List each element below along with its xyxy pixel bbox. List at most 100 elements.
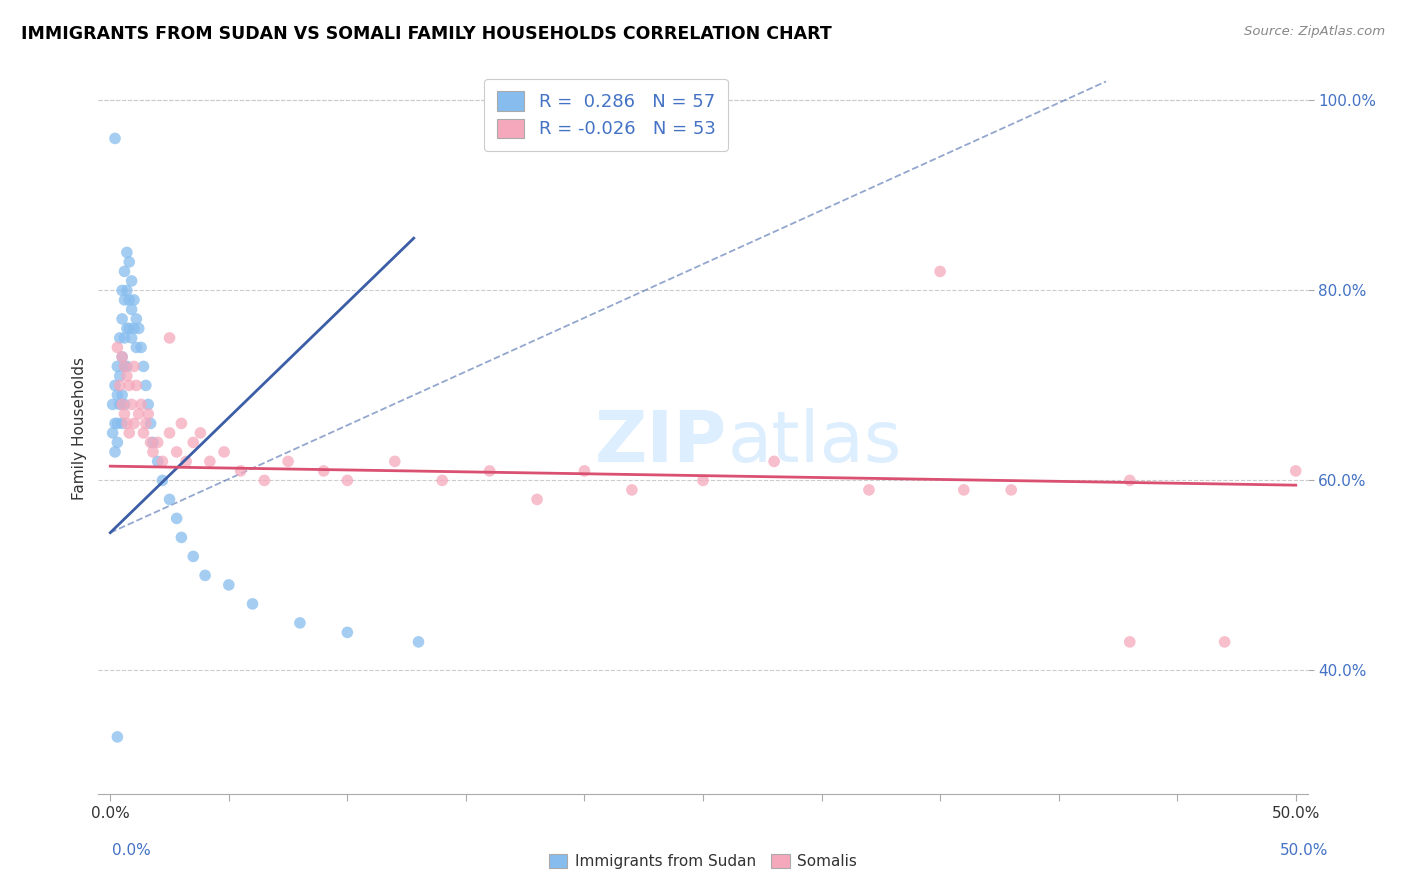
Point xyxy=(114,331,136,345)
Point xyxy=(142,435,165,450)
Point xyxy=(104,378,127,392)
Point xyxy=(218,578,240,592)
Point xyxy=(129,397,152,411)
Point xyxy=(108,331,131,345)
Point xyxy=(159,425,181,440)
Point xyxy=(111,312,134,326)
Point xyxy=(108,368,131,383)
Point xyxy=(115,359,138,374)
Point xyxy=(115,245,138,260)
Point xyxy=(229,464,252,478)
Point xyxy=(166,445,188,459)
Point xyxy=(114,264,136,278)
Point xyxy=(142,445,165,459)
Point xyxy=(152,454,174,468)
Point xyxy=(111,397,134,411)
Point xyxy=(114,397,136,411)
Text: ZIP: ZIP xyxy=(595,409,727,477)
Point xyxy=(166,511,188,525)
Point xyxy=(114,407,136,421)
Point xyxy=(105,388,128,402)
Point xyxy=(190,425,212,440)
Point xyxy=(526,492,548,507)
Text: 0.0%: 0.0% xyxy=(112,843,152,858)
Text: Source: ZipAtlas.com: Source: ZipAtlas.com xyxy=(1244,25,1385,38)
Point xyxy=(1119,635,1142,649)
Point xyxy=(118,255,141,269)
Point xyxy=(118,425,141,440)
Point xyxy=(336,474,359,488)
Point xyxy=(135,417,157,431)
Point xyxy=(146,435,169,450)
Point xyxy=(111,284,134,298)
Point xyxy=(139,417,162,431)
Point xyxy=(125,340,148,354)
Point xyxy=(253,474,276,488)
Point xyxy=(125,312,148,326)
Point xyxy=(408,635,430,649)
Point xyxy=(135,378,157,392)
Point xyxy=(132,425,155,440)
Point xyxy=(384,454,406,468)
Point xyxy=(242,597,264,611)
Point xyxy=(121,302,143,317)
Point xyxy=(136,407,159,421)
Point xyxy=(121,397,143,411)
Point xyxy=(574,464,596,478)
Point xyxy=(1285,464,1308,478)
Point xyxy=(288,615,311,630)
Point xyxy=(101,397,124,411)
Point xyxy=(181,549,204,564)
Point xyxy=(101,425,124,440)
Point xyxy=(111,350,134,364)
Point xyxy=(121,331,143,345)
Point xyxy=(1000,483,1022,497)
Point xyxy=(929,264,952,278)
Point xyxy=(115,417,138,431)
Point xyxy=(114,359,136,374)
Point xyxy=(118,321,141,335)
Point xyxy=(174,454,197,468)
Point xyxy=(432,474,454,488)
Point xyxy=(104,417,127,431)
Point xyxy=(170,417,193,431)
Point xyxy=(122,321,145,335)
Point xyxy=(152,474,174,488)
Point xyxy=(181,435,204,450)
Point xyxy=(763,454,786,468)
Point xyxy=(312,464,335,478)
Point xyxy=(122,293,145,307)
Point xyxy=(952,483,974,497)
Point xyxy=(108,397,131,411)
Point xyxy=(104,131,127,145)
Legend: R =  0.286   N = 57, R = -0.026   N = 53: R = 0.286 N = 57, R = -0.026 N = 53 xyxy=(485,78,728,151)
Point xyxy=(170,530,193,544)
Legend: Immigrants from Sudan, Somalis: Immigrants from Sudan, Somalis xyxy=(543,848,863,875)
Point xyxy=(121,274,143,288)
Point xyxy=(128,321,150,335)
Point xyxy=(105,435,128,450)
Point xyxy=(122,417,145,431)
Point xyxy=(858,483,880,497)
Point xyxy=(194,568,217,582)
Text: IMMIGRANTS FROM SUDAN VS SOMALI FAMILY HOUSEHOLDS CORRELATION CHART: IMMIGRANTS FROM SUDAN VS SOMALI FAMILY H… xyxy=(21,25,832,43)
Point xyxy=(198,454,221,468)
Point xyxy=(128,407,150,421)
Point xyxy=(114,293,136,307)
Point xyxy=(146,454,169,468)
Point xyxy=(122,359,145,374)
Point xyxy=(336,625,359,640)
Point xyxy=(136,397,159,411)
Point xyxy=(478,464,501,478)
Point xyxy=(125,378,148,392)
Point xyxy=(108,378,131,392)
Point xyxy=(114,359,136,374)
Point xyxy=(111,417,134,431)
Point xyxy=(105,340,128,354)
Point xyxy=(118,293,141,307)
Point xyxy=(132,359,155,374)
Point xyxy=(105,417,128,431)
Point xyxy=(115,368,138,383)
Point xyxy=(692,474,714,488)
Text: 50.0%: 50.0% xyxy=(1281,843,1329,858)
